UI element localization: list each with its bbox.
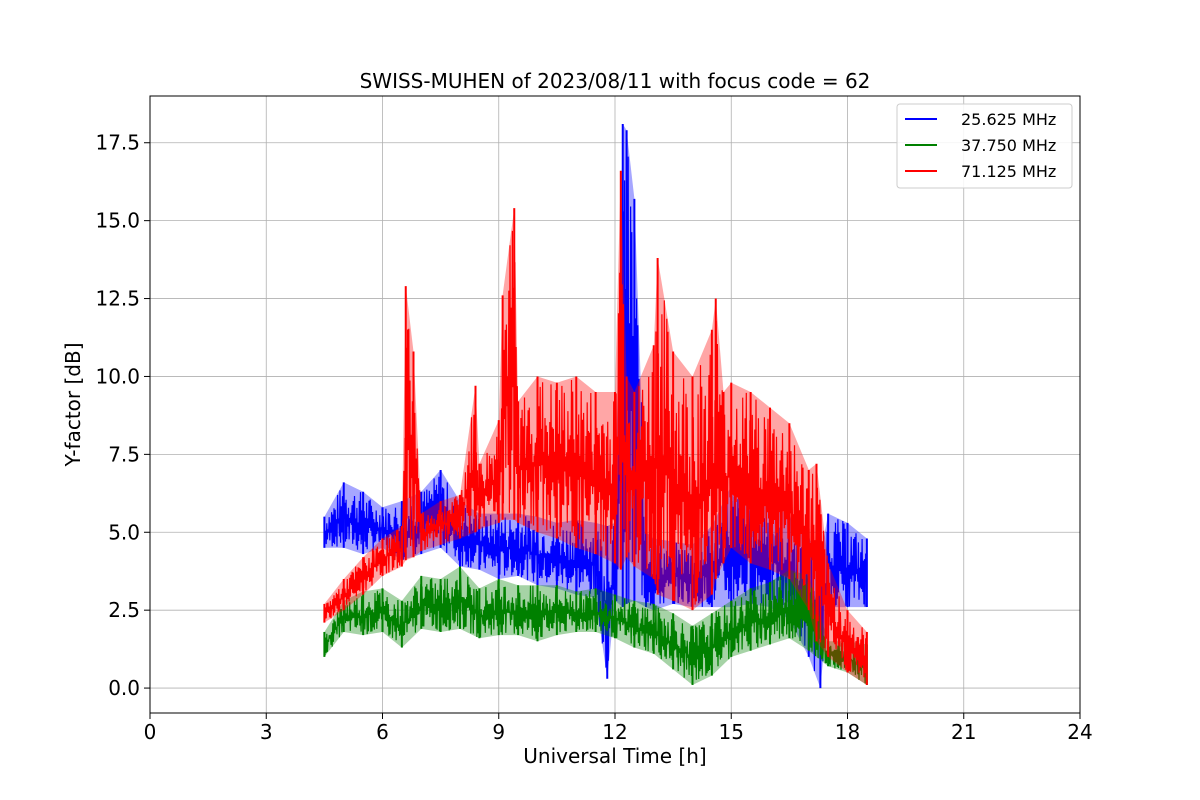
legend-entry-label: 71.125 MHz [961,162,1056,181]
x-tick-label: 18 [835,720,860,744]
ticks-layer: 0 3 6 9 12 15 18 21 24 0.0 2.5 5.0 7.5 10.0 12.5 15.0 17… [95,131,1092,744]
x-axis-label: Universal Time [h] [523,744,706,768]
x-tick-label: 24 [1067,720,1092,744]
x-tick-label: 6 [376,720,389,744]
chart-title: SWISS-MUHEN of 2023/08/11 with focus cod… [360,69,871,93]
x-tick-label: 15 [719,720,744,744]
legend: 25.625 MHz 37.750 MHz 71.125 MHz [896,103,1073,189]
y-tick-label: 5.0 [108,520,140,544]
x-tick-label: 21 [951,720,976,744]
y-tick-label: 12.5 [95,287,140,311]
y-tick-label: 2.5 [108,598,140,622]
y-tick-label: 17.5 [95,131,140,155]
x-tick-label: 12 [602,720,627,744]
legend-entry-label: 25.625 MHz [961,110,1056,129]
x-tick-label: 3 [260,720,273,744]
x-tick-label: 9 [492,720,505,744]
legend-box [896,103,1073,189]
y-tick-label: 15.0 [95,209,140,233]
series-71-125-mhz [323,170,868,686]
y-tick-label: 7.5 [108,442,140,466]
y-axis-label: Y-factor [dB] [61,342,85,467]
x-tick-label: 0 [144,720,157,744]
y-tick-label: 0.0 [108,676,140,700]
legend-entry-label: 37.750 MHz [961,136,1056,155]
y-tick-label: 10.0 [95,364,140,388]
series-layer [323,124,868,689]
